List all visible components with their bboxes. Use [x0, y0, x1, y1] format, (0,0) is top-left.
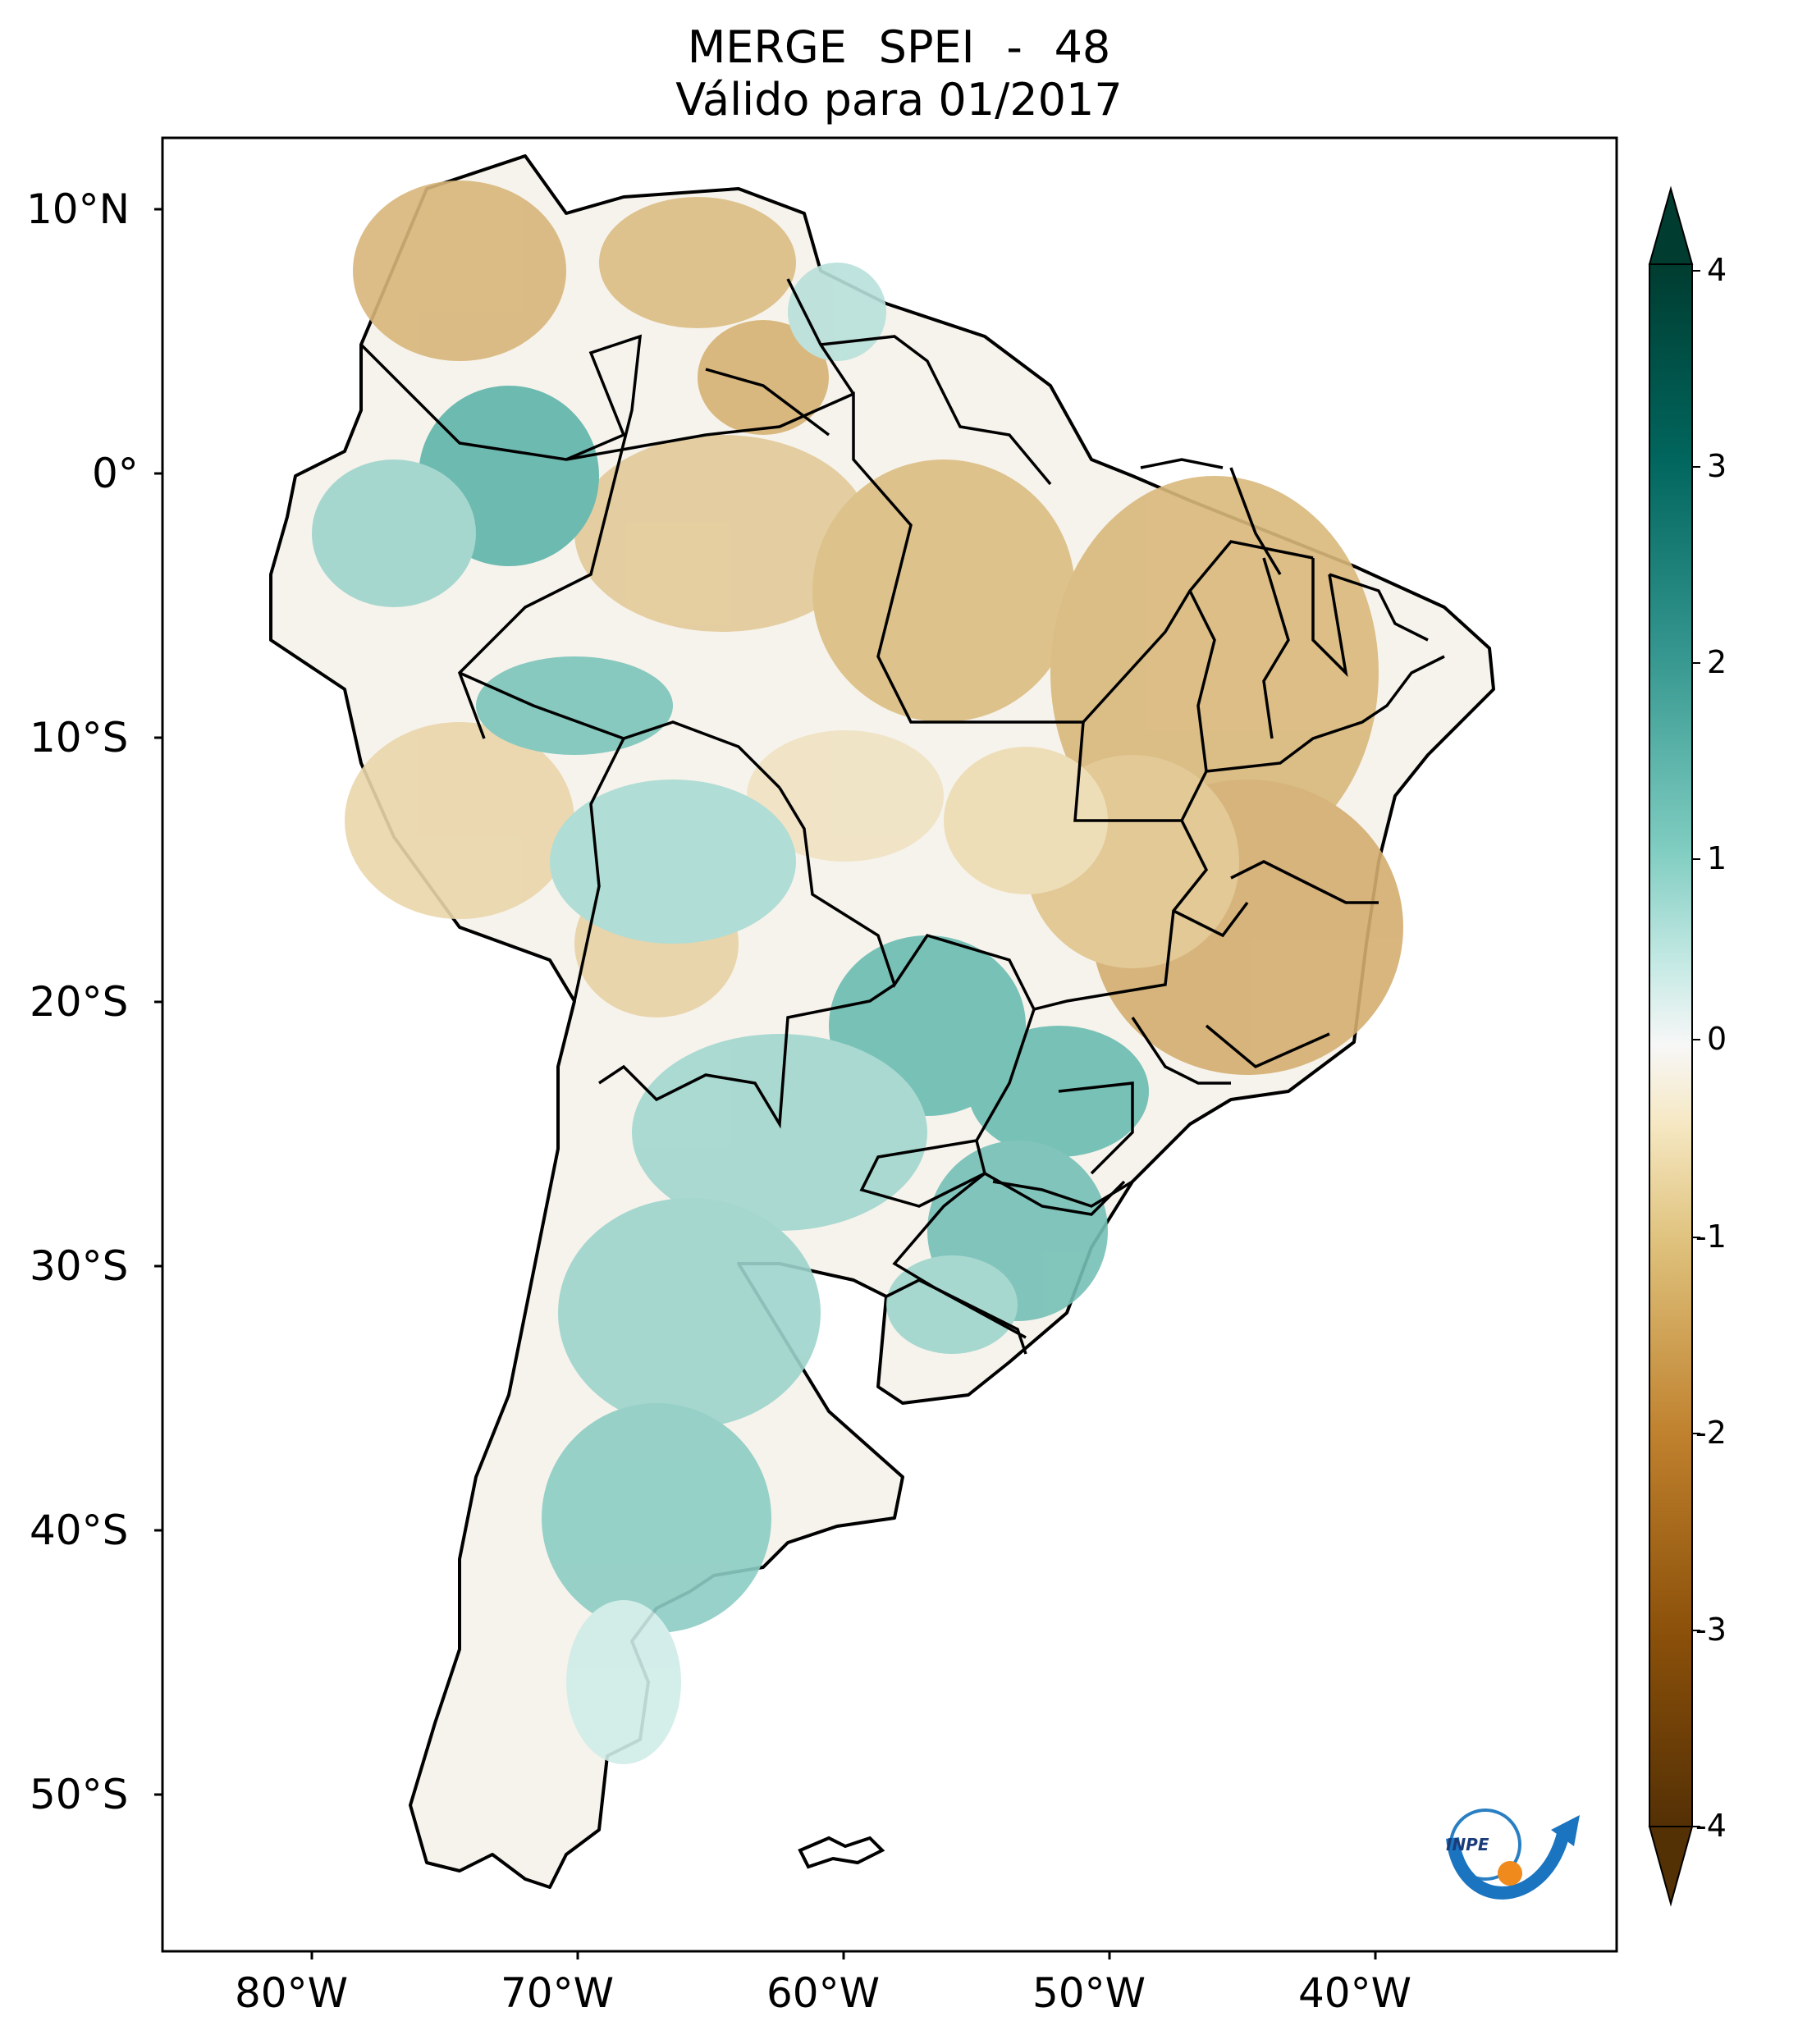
lat-label: 50°S: [30, 1771, 129, 1818]
colorbar-scale: [1649, 263, 1693, 1827]
lat-label: 10°S: [30, 714, 129, 761]
inpe-logo-text: INPE: [1446, 1835, 1489, 1854]
lon-label: 40°W: [1298, 1969, 1412, 2017]
inpe-logo: [1446, 1809, 1580, 1900]
lon-label: 60°W: [766, 1969, 881, 2017]
lat-label: 30°S: [30, 1242, 129, 1290]
colorbar-tick-label: 1: [1707, 840, 1727, 876]
colorbar-tick-label: 3: [1707, 448, 1727, 484]
lon-label: 80°W: [235, 1969, 349, 2017]
colorbar-min-arrow: [1648, 1826, 1694, 1907]
borders: [359, 278, 1445, 1355]
map-title: MERGE SPEI - 48: [687, 21, 1111, 73]
colorbar-tick-label: -3: [1695, 1612, 1727, 1648]
lon-label: 70°W: [501, 1969, 615, 2017]
lat-label: 40°S: [30, 1507, 129, 1554]
axis-ticks: [154, 208, 1377, 1959]
map-subtitle: Válido para 01/2017: [675, 74, 1123, 126]
colorbar-tick-label: 2: [1707, 644, 1727, 680]
lon-label: 50°W: [1032, 1969, 1146, 2017]
map-area: [269, 154, 1495, 1889]
colorbar: [1648, 185, 1700, 1907]
lat-label: 10°N: [26, 185, 130, 233]
colorbar-max-arrow: [1648, 185, 1694, 265]
colorbar-tick-label: 0: [1707, 1021, 1727, 1057]
lat-label: 0°: [92, 450, 139, 497]
colorbar-tick-label: -1: [1695, 1219, 1727, 1255]
map-frame: [161, 136, 1618, 1953]
spei-field: [312, 181, 1403, 1764]
colorbar-tick-label: 4: [1707, 252, 1727, 288]
falklands: [798, 1836, 885, 1869]
lat-label: 20°S: [30, 978, 129, 1026]
colorbar-tick-label: -4: [1695, 1808, 1727, 1844]
colorbar-tick-label: -2: [1695, 1415, 1727, 1451]
